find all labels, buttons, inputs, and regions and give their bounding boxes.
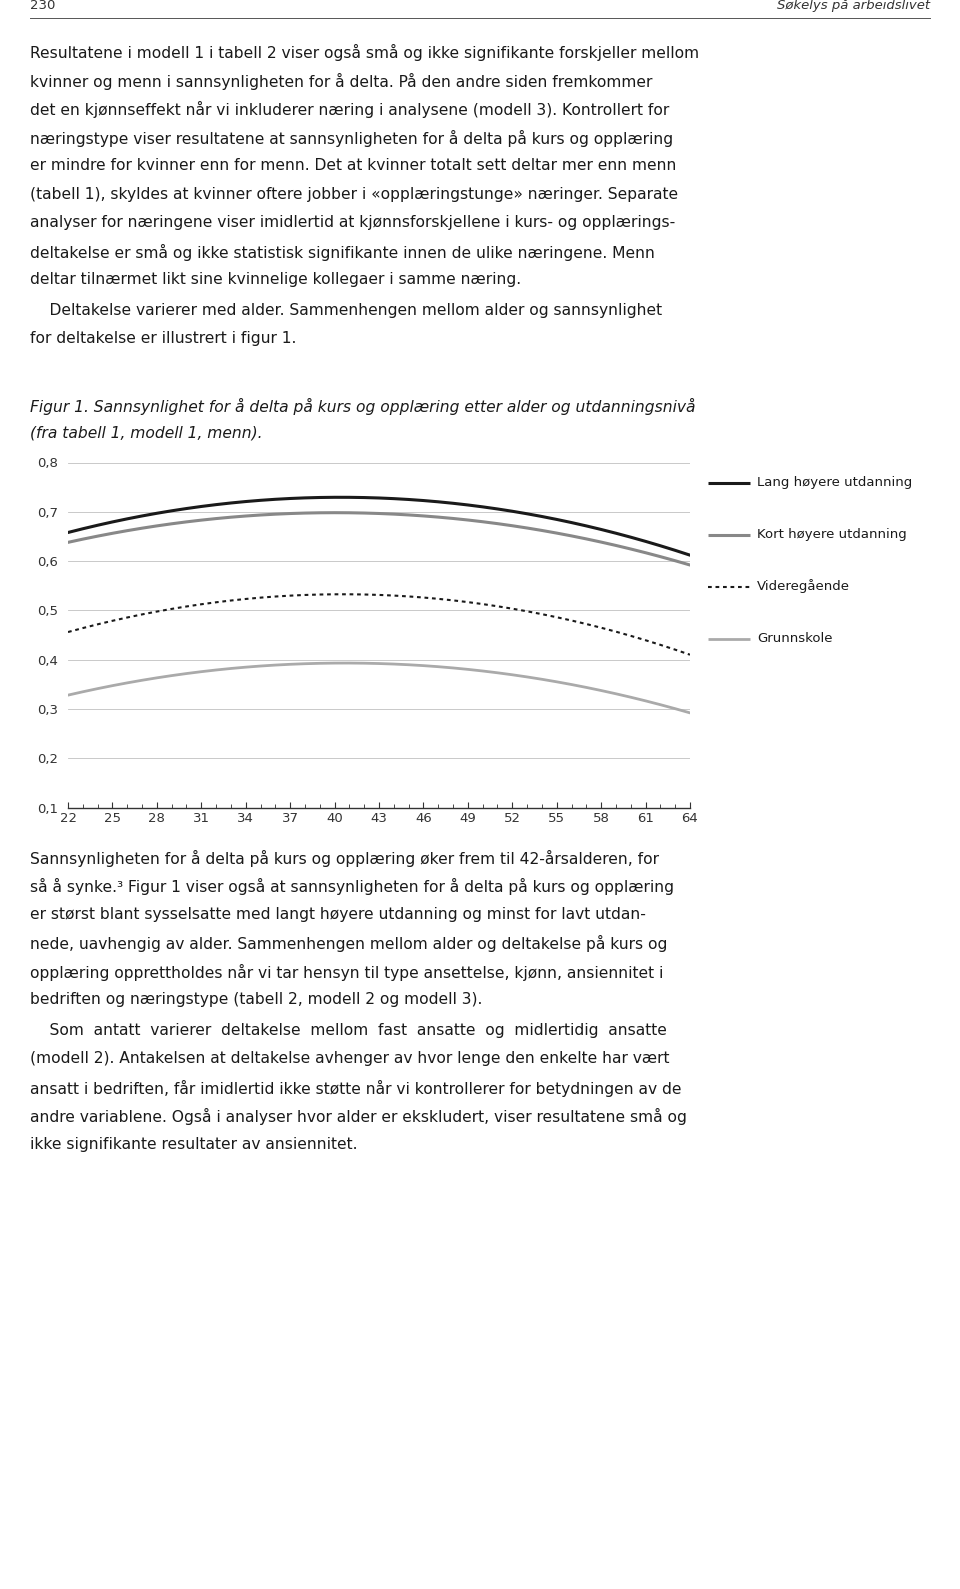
Text: opplæring opprettholdes når vi tar hensyn til type ansettelse, kjønn, ansiennite: opplæring opprettholdes når vi tar hensy… — [30, 963, 663, 980]
Text: andre variablene. Også i analyser hvor alder er ekskludert, viser resultatene sm: andre variablene. Også i analyser hvor a… — [30, 1108, 686, 1125]
Text: (tabell 1), skyldes at kvinner oftere jobber i «opplæringstunge» næringer. Separ: (tabell 1), skyldes at kvinner oftere jo… — [30, 186, 678, 202]
Text: for deltakelse er illustrert i figur 1.: for deltakelse er illustrert i figur 1. — [30, 331, 297, 346]
Text: så å synke.³ Figur 1 viser også at sannsynligheten for å delta på kurs og opplær: så å synke.³ Figur 1 viser også at sanns… — [30, 879, 674, 895]
Text: Sannsynligheten for å delta på kurs og opplæring øker frem til 42-årsalderen, fo: Sannsynligheten for å delta på kurs og o… — [30, 850, 659, 866]
Text: (modell 2). Antakelsen at deltakelse avhenger av hvor lenge den enkelte har vært: (modell 2). Antakelsen at deltakelse avh… — [30, 1050, 669, 1066]
Text: næringstype viser resultatene at sannsynligheten for å delta på kurs og opplærin: næringstype viser resultatene at sannsyn… — [30, 129, 673, 146]
Text: ikke signifikante resultater av ansiennitet.: ikke signifikante resultater av ansienni… — [30, 1136, 357, 1152]
Text: Kort høyere utdanning: Kort høyere utdanning — [757, 528, 907, 540]
Text: (fra tabell 1, modell 1, menn).: (fra tabell 1, modell 1, menn). — [30, 426, 262, 442]
Text: er mindre for kvinner enn for menn. Det at kvinner totalt sett deltar mer enn me: er mindre for kvinner enn for menn. Det … — [30, 157, 677, 173]
Text: Grunnskole: Grunnskole — [757, 632, 832, 645]
Text: Som  antatt  varierer  deltakelse  mellom  fast  ansatte  og  midlertidig  ansat: Som antatt varierer deltakelse mellom fa… — [30, 1022, 667, 1038]
Text: Lang høyere utdanning: Lang høyere utdanning — [757, 477, 912, 489]
Text: bedriften og næringstype (tabell 2, modell 2 og modell 3).: bedriften og næringstype (tabell 2, mode… — [30, 992, 482, 1007]
Text: analyser for næringene viser imidlertid at kjønnsforskjellene i kurs- og opplæri: analyser for næringene viser imidlertid … — [30, 215, 675, 230]
Text: Figur 1. Sannsynlighet for å delta på kurs og opplæring etter alder og utdanning: Figur 1. Sannsynlighet for å delta på ku… — [30, 397, 695, 415]
Text: nede, uavhengig av alder. Sammenhengen mellom alder og deltakelse på kurs og: nede, uavhengig av alder. Sammenhengen m… — [30, 934, 667, 952]
Text: Videregående: Videregående — [757, 580, 850, 593]
Text: det en kjønnseffekt når vi inkluderer næring i analysene (modell 3). Kontrollert: det en kjønnseffekt når vi inkluderer næ… — [30, 102, 669, 118]
Text: 230: 230 — [30, 0, 56, 13]
Text: er størst blant sysselsatte med langt høyere utdanning og minst for lavt utdan-: er størst blant sysselsatte med langt hø… — [30, 906, 646, 922]
Text: deltakelse er små og ikke statistisk signifikante innen de ulike næringene. Menn: deltakelse er små og ikke statistisk sig… — [30, 243, 655, 261]
Text: ansatt i bedriften, får imidlertid ikke støtte når vi kontrollerer for betydning: ansatt i bedriften, får imidlertid ikke … — [30, 1079, 682, 1096]
Text: Søkelys på arbeidslivet: Søkelys på arbeidslivet — [777, 0, 930, 13]
Text: Deltakelse varierer med alder. Sammenhengen mellom alder og sannsynlighet: Deltakelse varierer med alder. Sammenhen… — [30, 302, 662, 318]
Text: kvinner og menn i sannsynligheten for å delta. På den andre siden fremkommer: kvinner og menn i sannsynligheten for å … — [30, 73, 653, 89]
Text: Resultatene i modell 1 i tabell 2 viser også små og ikke signifikante forskjelle: Resultatene i modell 1 i tabell 2 viser … — [30, 44, 699, 60]
Text: deltar tilnærmet likt sine kvinnelige kollegaer i samme næring.: deltar tilnærmet likt sine kvinnelige ko… — [30, 272, 521, 288]
